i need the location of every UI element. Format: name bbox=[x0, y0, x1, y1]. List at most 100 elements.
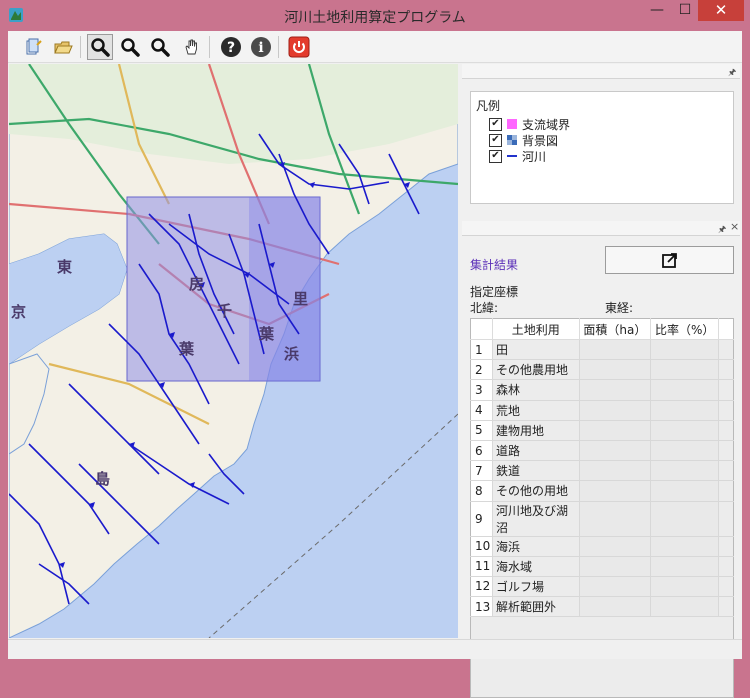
legend-checkbox-background[interactable]: ✔ bbox=[489, 133, 502, 147]
legend-item-basin[interactable]: ✔ 支流域界 bbox=[489, 116, 570, 132]
inland-area bbox=[9, 64, 458, 164]
table-row[interactable]: 3 森林 bbox=[470, 379, 734, 401]
place-labels: 東 京 千 葉 葉 房 里 浜 島 bbox=[11, 258, 308, 488]
row-ratio bbox=[650, 359, 720, 381]
results-panel-header[interactable]: 🖈 × bbox=[462, 220, 740, 236]
boundary-line bbox=[208, 413, 458, 638]
pin-icon[interactable]: 🖈 bbox=[728, 68, 737, 78]
row-pad bbox=[718, 536, 734, 557]
row-landuse: 建物用地 bbox=[492, 420, 580, 441]
map-view[interactable]: 東 京 千 葉 葉 房 里 浜 島 bbox=[9, 64, 458, 638]
row-ratio bbox=[650, 379, 720, 401]
row-ratio bbox=[650, 480, 720, 502]
minimize-button[interactable]: — bbox=[650, 2, 664, 18]
row-number: 8 bbox=[470, 480, 493, 502]
info-button[interactable]: i bbox=[248, 34, 274, 60]
row-ratio bbox=[650, 460, 720, 482]
row-area bbox=[579, 536, 652, 557]
table-row[interactable]: 12 ゴルフ場 bbox=[470, 576, 734, 598]
open-button[interactable] bbox=[50, 34, 76, 60]
toolbar-separator bbox=[80, 36, 81, 58]
zoom-out-button[interactable] bbox=[147, 34, 173, 60]
status-bar bbox=[8, 639, 742, 659]
open-folder-icon bbox=[54, 41, 73, 54]
row-number: 4 bbox=[470, 400, 493, 421]
export-icon bbox=[661, 253, 677, 268]
map-label-hama: 浜 bbox=[284, 345, 299, 363]
legend-panel-header[interactable]: 🖈 bbox=[462, 64, 740, 79]
legend-label: 背景図 bbox=[522, 133, 559, 148]
legend-title: 凡例 bbox=[476, 99, 501, 113]
pan-button[interactable] bbox=[179, 34, 205, 60]
row-number: 3 bbox=[470, 379, 493, 401]
help-button[interactable]: ? bbox=[218, 34, 244, 60]
map-label-ba: 葉 bbox=[178, 340, 195, 358]
table-row[interactable]: 10 海浜 bbox=[470, 536, 734, 557]
row-ratio bbox=[650, 501, 720, 537]
row-pad bbox=[718, 460, 734, 482]
legend-item-background[interactable]: ✔ 背景図 bbox=[489, 132, 558, 148]
legend-checkbox-basin[interactable]: ✔ bbox=[489, 117, 502, 131]
column-header-area[interactable]: 面積（ha） bbox=[579, 318, 652, 340]
row-pad bbox=[718, 556, 734, 577]
table-row[interactable]: 11 海水域 bbox=[470, 556, 734, 577]
row-number: 6 bbox=[470, 440, 493, 462]
pin-icon[interactable]: 🖈 bbox=[718, 225, 727, 235]
row-landuse: 荒地 bbox=[492, 400, 580, 421]
toolbar-separator bbox=[209, 36, 210, 58]
row-pad bbox=[718, 596, 734, 618]
window-title: 河川土地利用算定プログラム bbox=[284, 10, 466, 26]
map-label-east: 東 bbox=[57, 258, 72, 276]
row-landuse: 海水域 bbox=[492, 556, 580, 577]
table-row[interactable]: 4 荒地 bbox=[470, 400, 734, 421]
row-area bbox=[579, 339, 652, 361]
export-button[interactable] bbox=[605, 246, 734, 274]
row-ratio bbox=[650, 576, 720, 598]
map-label-chiba: 千 bbox=[217, 302, 232, 320]
table-row[interactable]: 5 建物用地 bbox=[470, 420, 734, 441]
zoom-in-button[interactable] bbox=[117, 34, 143, 60]
help-icon: ? bbox=[221, 37, 241, 57]
zoom-select-button[interactable] bbox=[87, 34, 113, 60]
title-bar[interactable]: 河川土地利用算定プログラム — ☐ ✕ bbox=[0, 0, 750, 31]
analysis-range[interactable] bbox=[126, 196, 321, 382]
exit-button[interactable] bbox=[286, 34, 312, 60]
column-header-landuse[interactable]: 土地利用 bbox=[492, 318, 580, 340]
row-pad bbox=[718, 359, 734, 381]
row-landuse: 解析範囲外 bbox=[492, 596, 580, 618]
legend-item-river[interactable]: ✔ 河川 bbox=[489, 148, 546, 164]
toolbar: ? i bbox=[8, 31, 742, 63]
row-pad bbox=[718, 420, 734, 441]
add-layer-button[interactable] bbox=[20, 34, 46, 60]
legend-box: 凡例 ✔ 支流域界 ✔ 背景図 ✔ 河川 bbox=[470, 91, 734, 204]
maximize-button[interactable]: ☐ bbox=[678, 2, 692, 18]
river-arrows bbox=[59, 162, 410, 568]
row-pad bbox=[718, 339, 734, 361]
row-landuse: 森林 bbox=[492, 379, 580, 401]
row-landuse: 海浜 bbox=[492, 536, 580, 557]
column-header-pad bbox=[718, 318, 734, 340]
map-canvas[interactable]: 東 京 千 葉 葉 房 里 浜 島 bbox=[9, 64, 458, 638]
row-area bbox=[579, 576, 652, 598]
table-row[interactable]: 7 鉄道 bbox=[470, 460, 734, 482]
row-number: 9 bbox=[470, 501, 493, 537]
row-area bbox=[579, 420, 652, 441]
table-row[interactable]: 6 道路 bbox=[470, 440, 734, 462]
table-row[interactable]: 2 その他農用地 bbox=[470, 359, 734, 381]
panel-close-icon[interactable]: × bbox=[730, 220, 740, 233]
table-row[interactable]: 13 解析範囲外 bbox=[470, 596, 734, 618]
close-button[interactable]: ✕ bbox=[698, 0, 744, 21]
row-ratio bbox=[650, 556, 720, 577]
row-landuse: 河川地及び湖沼 bbox=[492, 501, 580, 537]
svg-text:i: i bbox=[258, 40, 263, 56]
map-label-capital: 京 bbox=[11, 303, 26, 321]
row-landuse: その他の用地 bbox=[492, 480, 580, 502]
column-header-ratio[interactable]: 比率（%） bbox=[650, 318, 720, 340]
table-row[interactable]: 8 その他の用地 bbox=[470, 480, 734, 502]
map-label-fusa: 房 bbox=[189, 275, 204, 293]
table-row[interactable]: 9 河川地及び湖沼 bbox=[470, 501, 734, 537]
row-ratio bbox=[650, 400, 720, 421]
legend-checkbox-river[interactable]: ✔ bbox=[489, 149, 502, 163]
